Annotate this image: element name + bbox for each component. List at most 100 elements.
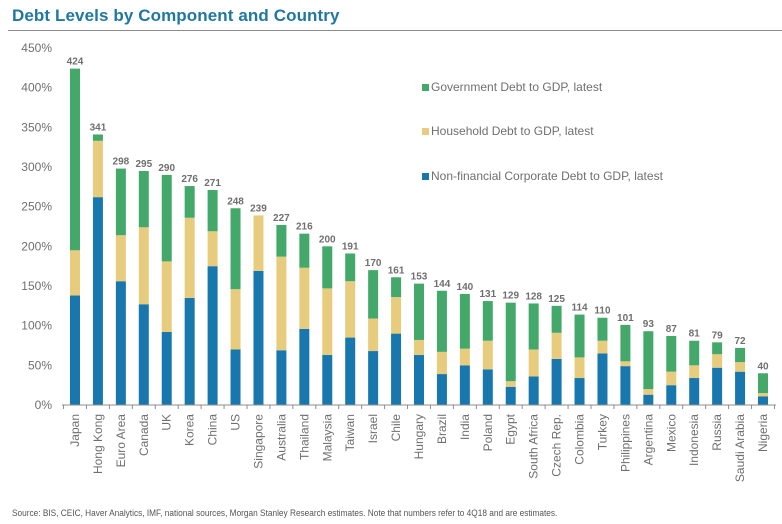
bar-segment-corporate (735, 371, 746, 405)
bar-segment-government (184, 186, 195, 218)
y-tick-label: 350% (21, 120, 52, 134)
bar-segment-government (735, 347, 746, 363)
bar-segment-corporate (482, 369, 493, 405)
bar-segment-household (689, 365, 700, 379)
total-label: 216 (296, 222, 313, 233)
total-label: 161 (388, 265, 405, 276)
bar-segment-household (161, 261, 172, 333)
chart-title: Debt Levels by Component and Country (12, 6, 340, 25)
bar-segment-household (184, 217, 195, 298)
bar-segment-corporate (689, 378, 700, 405)
bar-segment-government (138, 170, 149, 228)
total-label: 295 (135, 159, 152, 170)
legend-swatch (422, 173, 429, 180)
category-label: UK (160, 414, 174, 431)
bar-segment-corporate (115, 281, 126, 405)
total-label: 72 (735, 336, 747, 347)
bar-segment-household (712, 354, 723, 368)
y-axis: 0% 50% 100% 150% 200% 250% 300% 350% 400% 450% (21, 41, 52, 412)
bar-segment-household (735, 362, 746, 372)
bar-segment-household (115, 235, 126, 282)
bar-segment-household (230, 289, 241, 350)
bar-segment-corporate (70, 295, 80, 405)
bar-segment-household (414, 339, 424, 356)
bar-segment-household (299, 267, 310, 329)
bar-segment-government (574, 314, 585, 358)
total-label: 128 (525, 291, 542, 302)
total-label: 131 (479, 289, 496, 300)
bar-stack (436, 290, 447, 405)
category-label: Mexico (664, 414, 678, 452)
bar-segment-corporate (368, 351, 379, 405)
total-label: 125 (548, 294, 565, 305)
total-label: 290 (158, 163, 175, 174)
bar-segment-corporate (345, 337, 356, 405)
bar-segment-household (620, 361, 631, 367)
bar-stack (689, 340, 700, 405)
bar-segment-corporate (758, 396, 768, 405)
category-label: Colombia (573, 414, 587, 465)
y-tick-label: 50% (28, 358, 52, 372)
category-label: Russia (710, 414, 724, 451)
total-label: 298 (113, 157, 130, 168)
bar-segment-corporate (620, 366, 631, 405)
bar-segment-household (551, 332, 562, 359)
bar-segment-government (345, 253, 356, 282)
bar-segment-government (92, 134, 103, 141)
bar-segment-corporate (459, 365, 470, 405)
bar-segment-government (414, 283, 424, 340)
total-label: 227 (273, 213, 290, 224)
bar-segment-household (459, 348, 470, 366)
bar-segment-government (207, 190, 218, 232)
category-label: India (458, 414, 472, 440)
bar-segment-household (92, 140, 103, 198)
category-label: Korea (183, 414, 197, 446)
bar-segment-corporate (666, 385, 677, 405)
bar-stack (505, 302, 516, 405)
category-label: Singapore (251, 414, 265, 469)
bar-stack (620, 324, 631, 405)
category-label: Brazil (435, 414, 449, 444)
bar-segment-household (574, 357, 585, 379)
total-label: 81 (689, 329, 701, 340)
bar-segment-government (528, 303, 539, 350)
bar-segment-government (436, 290, 447, 352)
total-label: 248 (227, 196, 244, 207)
total-label: 101 (617, 313, 634, 324)
legend-label: Household Debt to GDP, latest (431, 124, 594, 138)
bar-stack (345, 253, 356, 405)
bar-stack (482, 301, 493, 405)
bar-segment-household (70, 250, 80, 296)
total-label: 110 (594, 306, 611, 317)
bar-segment-government (322, 246, 333, 289)
bar-segment-government (368, 270, 379, 319)
bar-stack (299, 233, 310, 405)
bar-segment-household (643, 389, 654, 395)
bar-segment-government (230, 208, 241, 290)
bar-stack (735, 347, 746, 405)
category-label: Israel (366, 414, 380, 443)
bar-segment-household (138, 227, 149, 305)
legend-swatch (422, 84, 429, 91)
bar-segment-household (276, 256, 287, 351)
y-tick-label: 250% (21, 200, 52, 214)
bar-stack (253, 215, 264, 405)
bar-segment-government (643, 331, 654, 390)
bar-stack (391, 277, 402, 405)
bar-stack (207, 190, 218, 405)
legend-item-household: Household Debt to GDP, latest (422, 124, 594, 138)
bar-segment-corporate (597, 353, 608, 405)
category-label: Euro Area (114, 414, 128, 468)
bar-segment-government (115, 168, 126, 236)
bar-segment-corporate (92, 197, 103, 405)
bar-segment-household (597, 340, 608, 354)
bar-segment-household (253, 215, 264, 271)
category-label: Turkey (595, 414, 609, 450)
total-label: 170 (365, 258, 382, 269)
category-label: Malaysia (320, 414, 334, 462)
y-tick-label: 150% (21, 279, 52, 293)
bar-segment-corporate (505, 386, 516, 405)
bar-segment-government (276, 224, 287, 257)
bar-segment-household (345, 281, 356, 338)
bar-stack (115, 168, 126, 405)
